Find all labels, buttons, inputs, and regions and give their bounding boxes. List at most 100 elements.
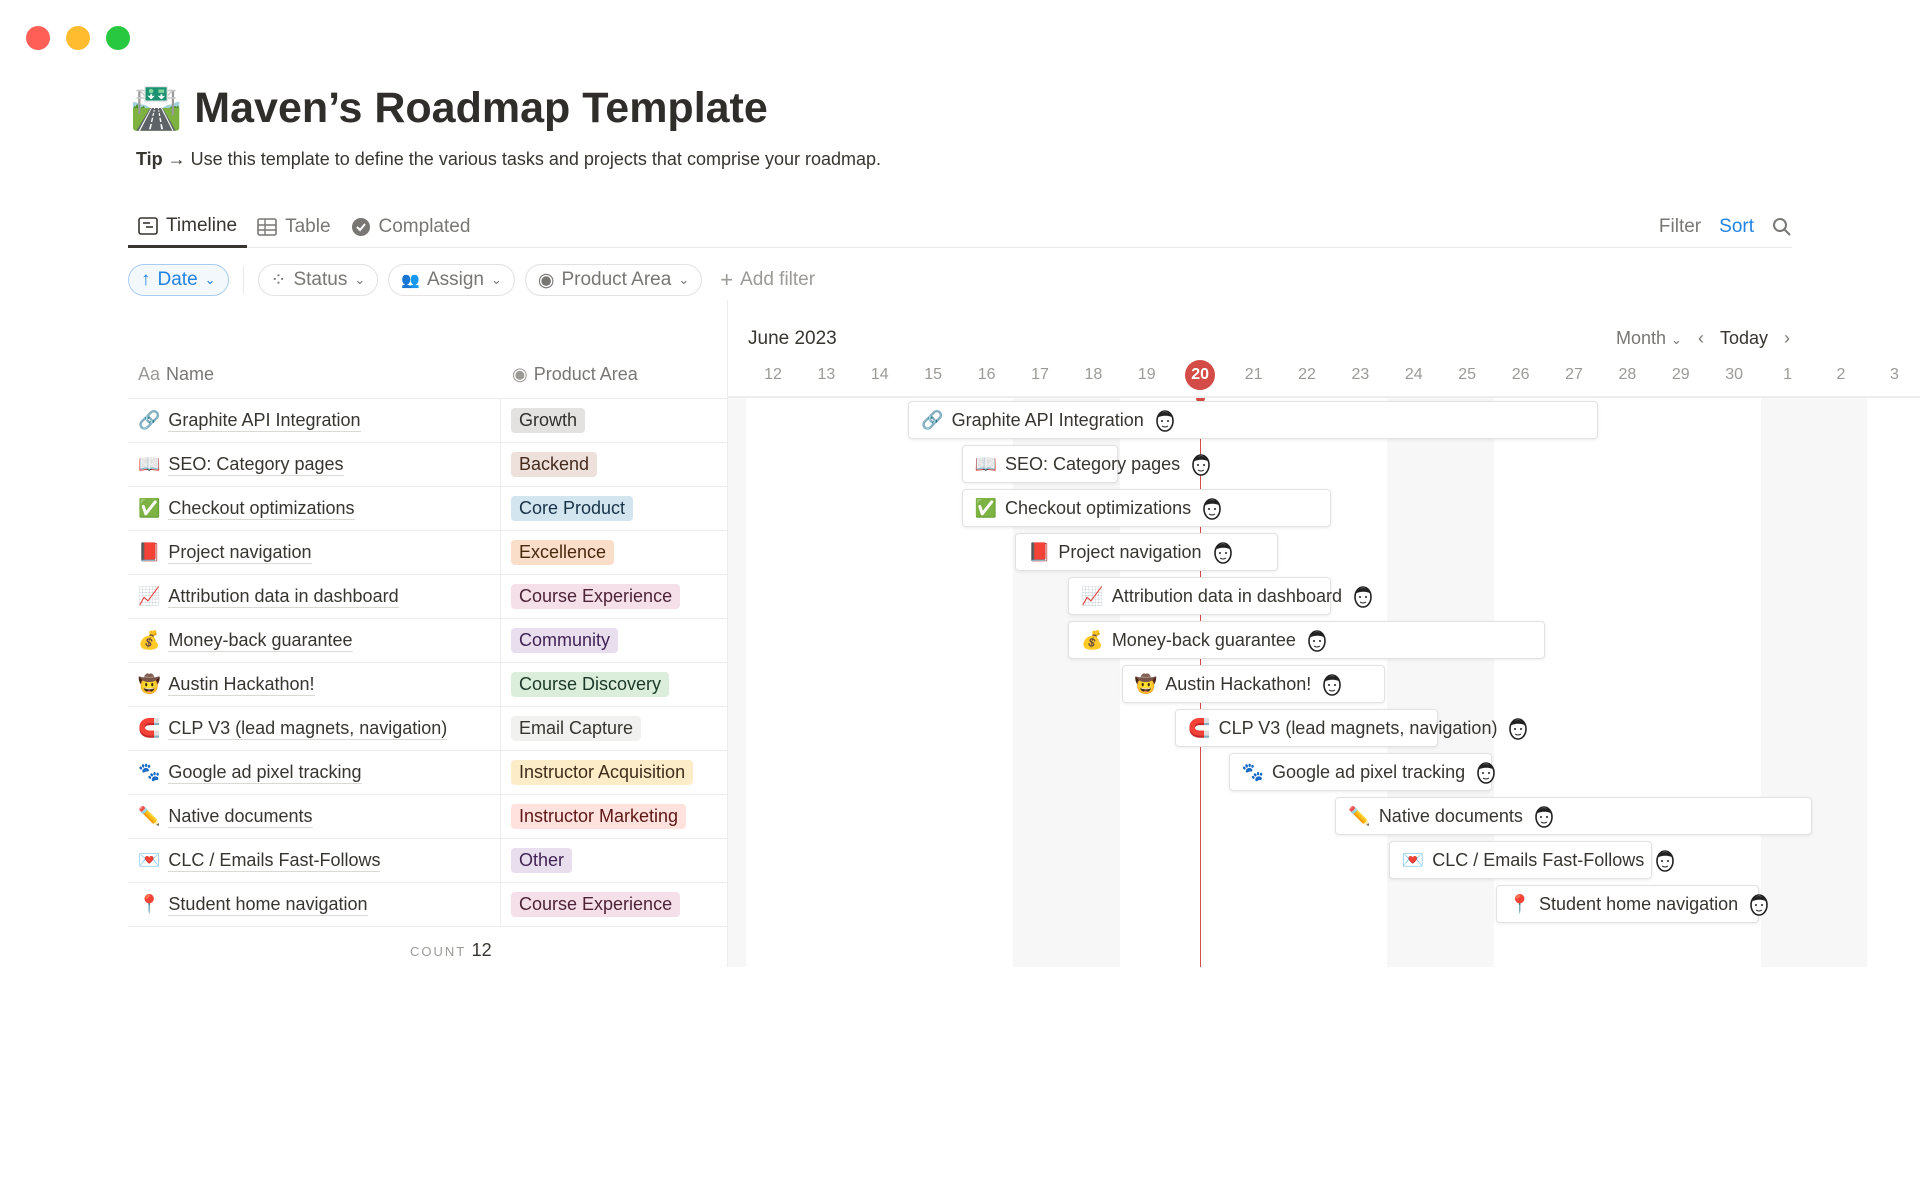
name-cell[interactable]: 🤠 Austin Hackathon!: [128, 663, 501, 706]
name-cell[interactable]: 📈 Attribution data in dashboard: [128, 575, 501, 618]
assignee-avatar[interactable]: [1152, 406, 1178, 434]
bar-label: Money-back guarantee: [1111, 629, 1296, 650]
product-area-cell[interactable]: Excellence: [501, 540, 615, 565]
assignee-avatar[interactable]: [1531, 802, 1557, 830]
view-mode-label: Month: [1616, 328, 1667, 348]
assignee-avatar[interactable]: [1199, 494, 1225, 522]
timeline-header: June 2023 Month ⌄ ‹ Today › 12 13 14 15 16 17…: [727, 300, 1920, 398]
assignee-avatar[interactable]: [1652, 846, 1678, 874]
timeline-bar[interactable]: ✅ Checkout optimizations: [961, 489, 1332, 527]
chevron-down-icon: ⌄: [354, 272, 366, 287]
next-button[interactable]: ›: [1784, 328, 1790, 348]
timeline-bar[interactable]: 📈 Attribution data in dashboard: [1068, 577, 1372, 615]
timeline-bar[interactable]: 💰 Money-back guarantee: [1068, 621, 1545, 659]
count-footer: COUNT 12: [410, 940, 492, 961]
item-emoji-icon: ✅: [974, 497, 998, 518]
road-icon: 🛣️: [130, 84, 183, 131]
search-icon[interactable]: [1772, 217, 1792, 237]
table-row[interactable]: 📈 Attribution data in dashboard Course Exp…: [128, 575, 727, 619]
product-area-cell[interactable]: Instructor Marketing: [501, 804, 687, 829]
assignee-avatar[interactable]: [1188, 450, 1214, 478]
assignee-avatar[interactable]: [1505, 714, 1531, 742]
tab-table[interactable]: Table: [247, 206, 340, 248]
product-area-cell[interactable]: Course Experience: [501, 892, 681, 917]
timeline-bar[interactable]: ✏️ Native documents: [1335, 797, 1812, 835]
name-column-header[interactable]: Aa Name: [138, 364, 214, 385]
table-row[interactable]: 🤠 Austin Hackathon! Course Discovery: [128, 663, 727, 707]
assignee-avatar[interactable]: [1210, 538, 1236, 566]
name-cell[interactable]: 🧲 CLP V3 (lead magnets, navigation): [128, 707, 501, 750]
product-area-cell[interactable]: Core Product: [501, 496, 634, 521]
table-row[interactable]: 🐾 Google ad pixel tracking Instructor Acqu…: [128, 751, 727, 795]
tab-timeline[interactable]: Timeline: [128, 206, 248, 248]
assignee-avatar[interactable]: [1350, 582, 1376, 610]
item-emoji-icon: 🐾: [1241, 761, 1265, 782]
sort-button[interactable]: Sort: [1719, 216, 1754, 237]
timeline-bar[interactable]: 🐾 Google ad pixel tracking: [1228, 753, 1495, 791]
day-label: 19: [1137, 366, 1156, 383]
window-minimize-button[interactable]: [66, 26, 90, 50]
name-cell[interactable]: 💌 CLC / Emails Fast-Follows: [128, 839, 501, 882]
table-row[interactable]: 💌 CLC / Emails Fast-Follows Other: [128, 839, 727, 883]
assignee-avatar[interactable]: [1746, 890, 1772, 918]
product-area-column-header[interactable]: ◉ Product Area: [512, 364, 638, 385]
item-name: Project navigation: [168, 541, 312, 564]
product-area-cell[interactable]: Backend: [501, 452, 598, 477]
bar-label: Graphite API Integration: [951, 409, 1144, 430]
table-row[interactable]: 📖 SEO: Category pages Backend: [128, 443, 727, 487]
product-area-cell[interactable]: Course Experience: [501, 584, 681, 609]
name-cell[interactable]: 📕 Project navigation: [128, 531, 501, 574]
product-area-cell[interactable]: Instructor Acquisition: [501, 760, 694, 785]
table-row[interactable]: ✅ Checkout optimizations Core Product: [128, 487, 727, 531]
tab-completed[interactable]: Complated: [341, 206, 481, 248]
product-area-tag: Other: [511, 848, 573, 873]
name-cell[interactable]: 💰 Money-back guarantee: [128, 619, 501, 662]
name-cell[interactable]: ✏️ Native documents: [128, 795, 501, 838]
assignee-avatar[interactable]: [1473, 758, 1499, 786]
name-cell[interactable]: ✅ Checkout optimizations: [128, 487, 501, 530]
product-area-cell[interactable]: Growth: [501, 408, 586, 433]
timeline-bar[interactable]: 📕 Project navigation: [1015, 533, 1278, 571]
assignee-avatar[interactable]: [1319, 670, 1345, 698]
name-cell[interactable]: 🔗 Graphite API Integration: [128, 399, 501, 442]
product-area-tag: Course Experience: [511, 584, 681, 609]
name-cell[interactable]: 📖 SEO: Category pages: [128, 443, 501, 486]
timeline-bar[interactable]: 📖 SEO: Category pages: [961, 445, 1210, 483]
window-maximize-button[interactable]: [106, 26, 130, 50]
prev-button[interactable]: ‹: [1697, 328, 1704, 348]
table-row[interactable]: 📕 Project navigation Excellence: [128, 531, 727, 575]
item-name: Attribution data in dashboard: [168, 585, 399, 608]
bar-label: Project navigation: [1058, 541, 1202, 562]
product-area-cell[interactable]: Community: [501, 628, 619, 653]
item-emoji-icon: 📖: [138, 454, 161, 474]
item-emoji-icon: 🐾: [138, 762, 161, 782]
table-row[interactable]: 💰 Money-back guarantee Community: [128, 619, 727, 663]
assignee-avatar[interactable]: [1304, 626, 1330, 654]
timeline-bar[interactable]: 🧲 CLP V3 (lead magnets, navigation): [1175, 709, 1528, 747]
name-cell[interactable]: 📍 Student home navigation: [128, 883, 501, 926]
filter-button[interactable]: Filter: [1658, 216, 1702, 237]
product-area-filter-chip[interactable]: ◉ Product Area ⌄: [524, 264, 703, 296]
product-area-cell[interactable]: Other: [501, 848, 573, 873]
weekend-shade: [1386, 398, 1441, 967]
status-filter-chip[interactable]: ⁘ Status ⌄: [257, 264, 379, 296]
tab-label: Timeline: [166, 214, 238, 236]
add-filter-button[interactable]: + Add filter: [712, 267, 823, 293]
table-row[interactable]: ✏️ Native documents Instructor Marketing: [128, 795, 727, 839]
table-row[interactable]: 🔗 Graphite API Integration Growth: [128, 399, 727, 443]
window-close-button[interactable]: [26, 26, 50, 50]
view-mode-select[interactable]: Month ⌄: [1616, 328, 1682, 349]
timeline-bar[interactable]: 💌 CLC / Emails Fast-Follows: [1388, 841, 1675, 879]
assign-filter-chip[interactable]: 👥 Assign ⌄: [388, 264, 515, 296]
today-button[interactable]: Today: [1719, 328, 1768, 348]
timeline-bar[interactable]: 🔗 Graphite API Integration: [908, 401, 1599, 439]
header-label: Product Area: [533, 364, 638, 384]
table-row[interactable]: 📍 Student home navigation Course Experienc…: [128, 883, 727, 927]
product-area-cell[interactable]: Email Capture: [501, 716, 642, 741]
table-row[interactable]: 🧲 CLP V3 (lead magnets, navigation) Email …: [128, 707, 727, 751]
timeline-bar[interactable]: 🤠 Austin Hackathon!: [1121, 665, 1385, 703]
timeline-bar[interactable]: 📍 Student home navigation: [1495, 885, 1768, 923]
sort-date-chip[interactable]: ↑ Date ⌄: [128, 264, 229, 296]
name-cell[interactable]: 🐾 Google ad pixel tracking: [128, 751, 501, 794]
product-area-cell[interactable]: Course Discovery: [501, 672, 670, 697]
